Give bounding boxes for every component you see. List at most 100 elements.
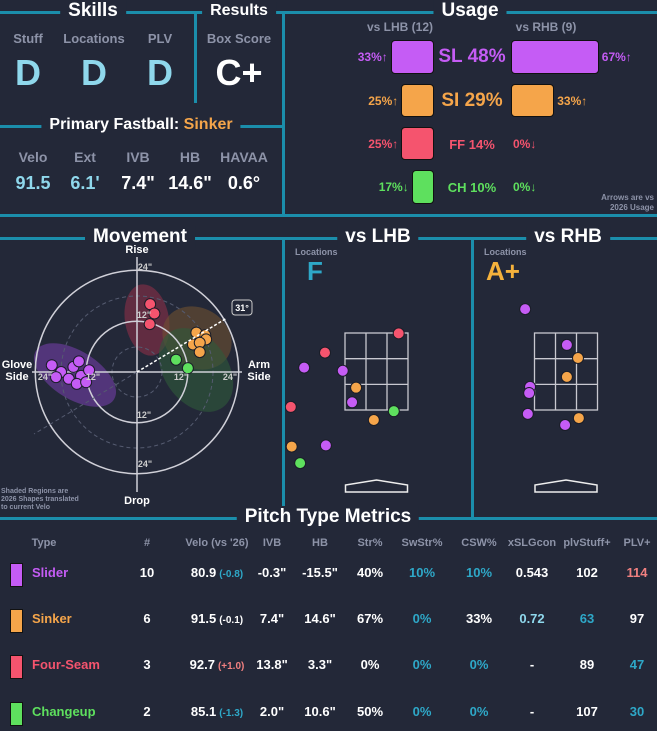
usage-rhb-pct: 67%↑ (601, 50, 632, 64)
tick-label: 24" (138, 459, 152, 469)
locations-label: Locations (63, 31, 125, 46)
home-plate-icon (534, 479, 598, 493)
velo-value: 85.1 (190, 704, 217, 719)
divider (0, 237, 657, 240)
column-header: # (143, 537, 151, 549)
slider-location-point (319, 439, 332, 452)
usage-rhb-bar (511, 40, 599, 74)
str-cell: 40% (356, 565, 384, 580)
primary-fastball-pitch: Sinker (183, 116, 233, 133)
usage-lhb-pct: 25%↑ (368, 93, 399, 108)
xslg-cell: - (529, 704, 535, 719)
n-cell: 6 (143, 611, 151, 626)
changeup-location-point (294, 457, 307, 470)
lhb-locations-label: Locations (295, 247, 338, 257)
divider (194, 11, 197, 103)
swstr-cell: 0% (412, 611, 432, 626)
fastball-stat-value: 91.5 (15, 173, 51, 193)
velo-value: 91.5 (190, 611, 217, 626)
swstr-cell: 0% (412, 657, 432, 672)
pitch-type: Changeup (32, 704, 96, 719)
velo-cell: 91.5 (-0.1) (191, 611, 243, 626)
column-header: SwStr% (401, 537, 443, 549)
csw-cell: 0% (469, 657, 489, 672)
divider (282, 11, 285, 215)
primary-fastball-label: Primary Fastball: (49, 116, 180, 133)
arm-side-label: Arm (248, 359, 270, 371)
usage-rhb-bar (511, 84, 555, 117)
slider-location-point (336, 364, 349, 377)
fourseam-location-point (285, 400, 297, 413)
pitch-swatch (10, 655, 23, 679)
metrics-title: Pitch Type Metrics (236, 506, 420, 528)
slider-movement-point (45, 359, 58, 372)
vs-rhb-title: vs RHB (526, 226, 610, 248)
fastball-stat-label: IVB (126, 149, 150, 165)
xslg-cell: 0.543 (515, 565, 549, 580)
arm-angle-line (136, 317, 228, 373)
usage-lhb-bar (390, 40, 434, 74)
lhb-location-chart (285, 327, 409, 493)
divider (0, 214, 657, 217)
ivb-cell: 2.0" (259, 704, 285, 719)
stuff-cell: 107 (576, 704, 598, 719)
usage-pitch-label: FF 14% (449, 136, 495, 152)
sinker-location-point (350, 381, 363, 394)
fourseam-location-point (392, 327, 405, 340)
fastball-stat-label: HAVAA (220, 149, 268, 165)
usage-lhb-bar (411, 170, 434, 204)
ivb-cell: 13.8" (256, 657, 288, 672)
column-header: xSLGcon (507, 537, 557, 549)
slider-location-point (523, 387, 536, 400)
pitch-swatch (10, 609, 23, 633)
n-cell: 3 (143, 657, 151, 672)
fourseam-location-point (318, 346, 331, 359)
slider-location-point (521, 407, 534, 420)
usage-pitch-label: SL 48% (438, 46, 506, 67)
results-title: Results (202, 2, 276, 20)
rhb-locations-grade: A+ (486, 256, 520, 286)
drop-label: Drop (124, 495, 150, 507)
fastball-stat-label: Velo (18, 149, 48, 165)
sinker-location-point (285, 440, 298, 453)
fastball-stat-value: 14.6" (168, 173, 212, 193)
usage-rhb-pct: 0%↓ (513, 136, 537, 151)
fourseam-movement-point (148, 307, 161, 320)
hb-cell: 14.6" (304, 611, 336, 626)
shaded-note: Shaded Regions are (1, 488, 68, 495)
pitch-type: Four-Seam (32, 657, 100, 672)
velo-value: 92.7 (189, 657, 215, 672)
sinker-location-point (560, 370, 573, 383)
slider-location-point (298, 361, 311, 374)
str-cell: 0% (360, 657, 380, 672)
usage-lhb-pct: 17%↓ (378, 180, 409, 194)
plv-cell: 47 (629, 657, 645, 672)
lhb-locations-grade: F (307, 256, 323, 286)
fourseam-movement-point (143, 318, 156, 331)
usage-pitch-label: CH 10% (447, 180, 497, 195)
slider-movement-point (83, 364, 96, 377)
vs-lhb-title: vs LHB (337, 226, 419, 248)
rise-label: Rise (125, 244, 148, 256)
velo-cell: 85.1 (-1.3) (191, 704, 243, 719)
column-header: plvStuff+ (563, 537, 611, 549)
xslg-cell: 0.72 (519, 611, 545, 626)
csw-cell: 0% (469, 704, 489, 719)
pitch-swatch (10, 563, 23, 587)
stuff-cell: 102 (576, 565, 598, 580)
usage-lhb-bar (401, 127, 434, 160)
column-header: CSW% (461, 537, 497, 549)
home-plate-icon (344, 479, 409, 493)
changeup-region (158, 328, 234, 412)
slider-location-point (346, 396, 359, 409)
fastball-stat-label: Ext (74, 149, 96, 165)
slider-movement-point (80, 376, 93, 389)
arm-angle-box (231, 299, 253, 316)
fastball-stat-label: HB (179, 149, 201, 165)
plv-cell: 30 (629, 704, 645, 719)
divider (0, 11, 657, 14)
usage-note: Arrows are vs 2026 Usage (601, 193, 654, 213)
box-score-grade: C+ (215, 52, 263, 93)
sinker-location-point (367, 414, 380, 427)
movement-title: Movement (85, 226, 195, 248)
